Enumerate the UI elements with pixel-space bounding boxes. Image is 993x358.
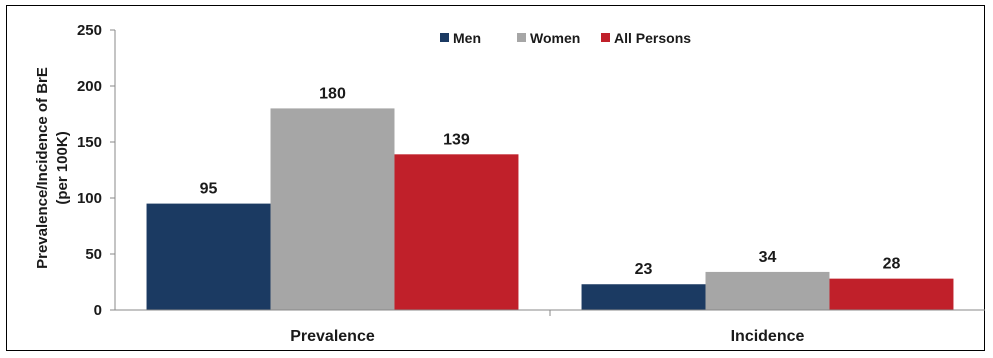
data-label: 95 [200, 181, 218, 198]
data-label: 23 [635, 261, 653, 278]
y-tick-label: 250 [77, 22, 102, 39]
bar-women-incidence [705, 271, 830, 310]
y-tick-label: 100 [77, 190, 102, 207]
y-tick-label: 50 [85, 246, 102, 263]
legend-swatch-women [517, 33, 526, 42]
y-axis-title: Prevalence/Incidence of BrE (per 100K) [34, 67, 71, 269]
data-label: 34 [759, 249, 777, 266]
bar-men-incidence [581, 284, 706, 310]
bar-men-prevalence [146, 203, 271, 310]
y-axis-title-line-1: Prevalence/Incidence of BrE [34, 67, 51, 269]
legend-label-men: Men [453, 30, 481, 46]
data-label: 180 [319, 85, 346, 102]
bar-women-prevalence [270, 108, 395, 311]
legend: Men Women All Persons [440, 30, 691, 46]
y-tick-label: 0 [94, 302, 102, 319]
data-labels: 95 180 139 23 34 28 [200, 85, 901, 278]
bars [146, 108, 954, 311]
data-label: 28 [883, 256, 901, 273]
y-axis-title-line-2: (per 100K) [54, 131, 71, 204]
legend-label-women: Women [530, 30, 580, 46]
bar-all-persons-incidence [829, 278, 954, 310]
category-label-incidence: Incidence [731, 328, 805, 345]
y-tick-label: 200 [77, 78, 102, 95]
legend-swatch-all-persons [601, 33, 610, 42]
data-label: 139 [443, 131, 470, 148]
category-label-prevalence: Prevalence [290, 328, 375, 345]
bar-all-persons-prevalence [394, 154, 519, 310]
y-axis-ticks: 0 50 100 150 200 250 [77, 22, 115, 319]
y-tick-label: 150 [77, 134, 102, 151]
legend-swatch-men [440, 33, 449, 42]
legend-label-all-persons: All Persons [614, 30, 691, 46]
category-labels: Prevalence Incidence [290, 328, 804, 345]
axes [114, 30, 985, 316]
